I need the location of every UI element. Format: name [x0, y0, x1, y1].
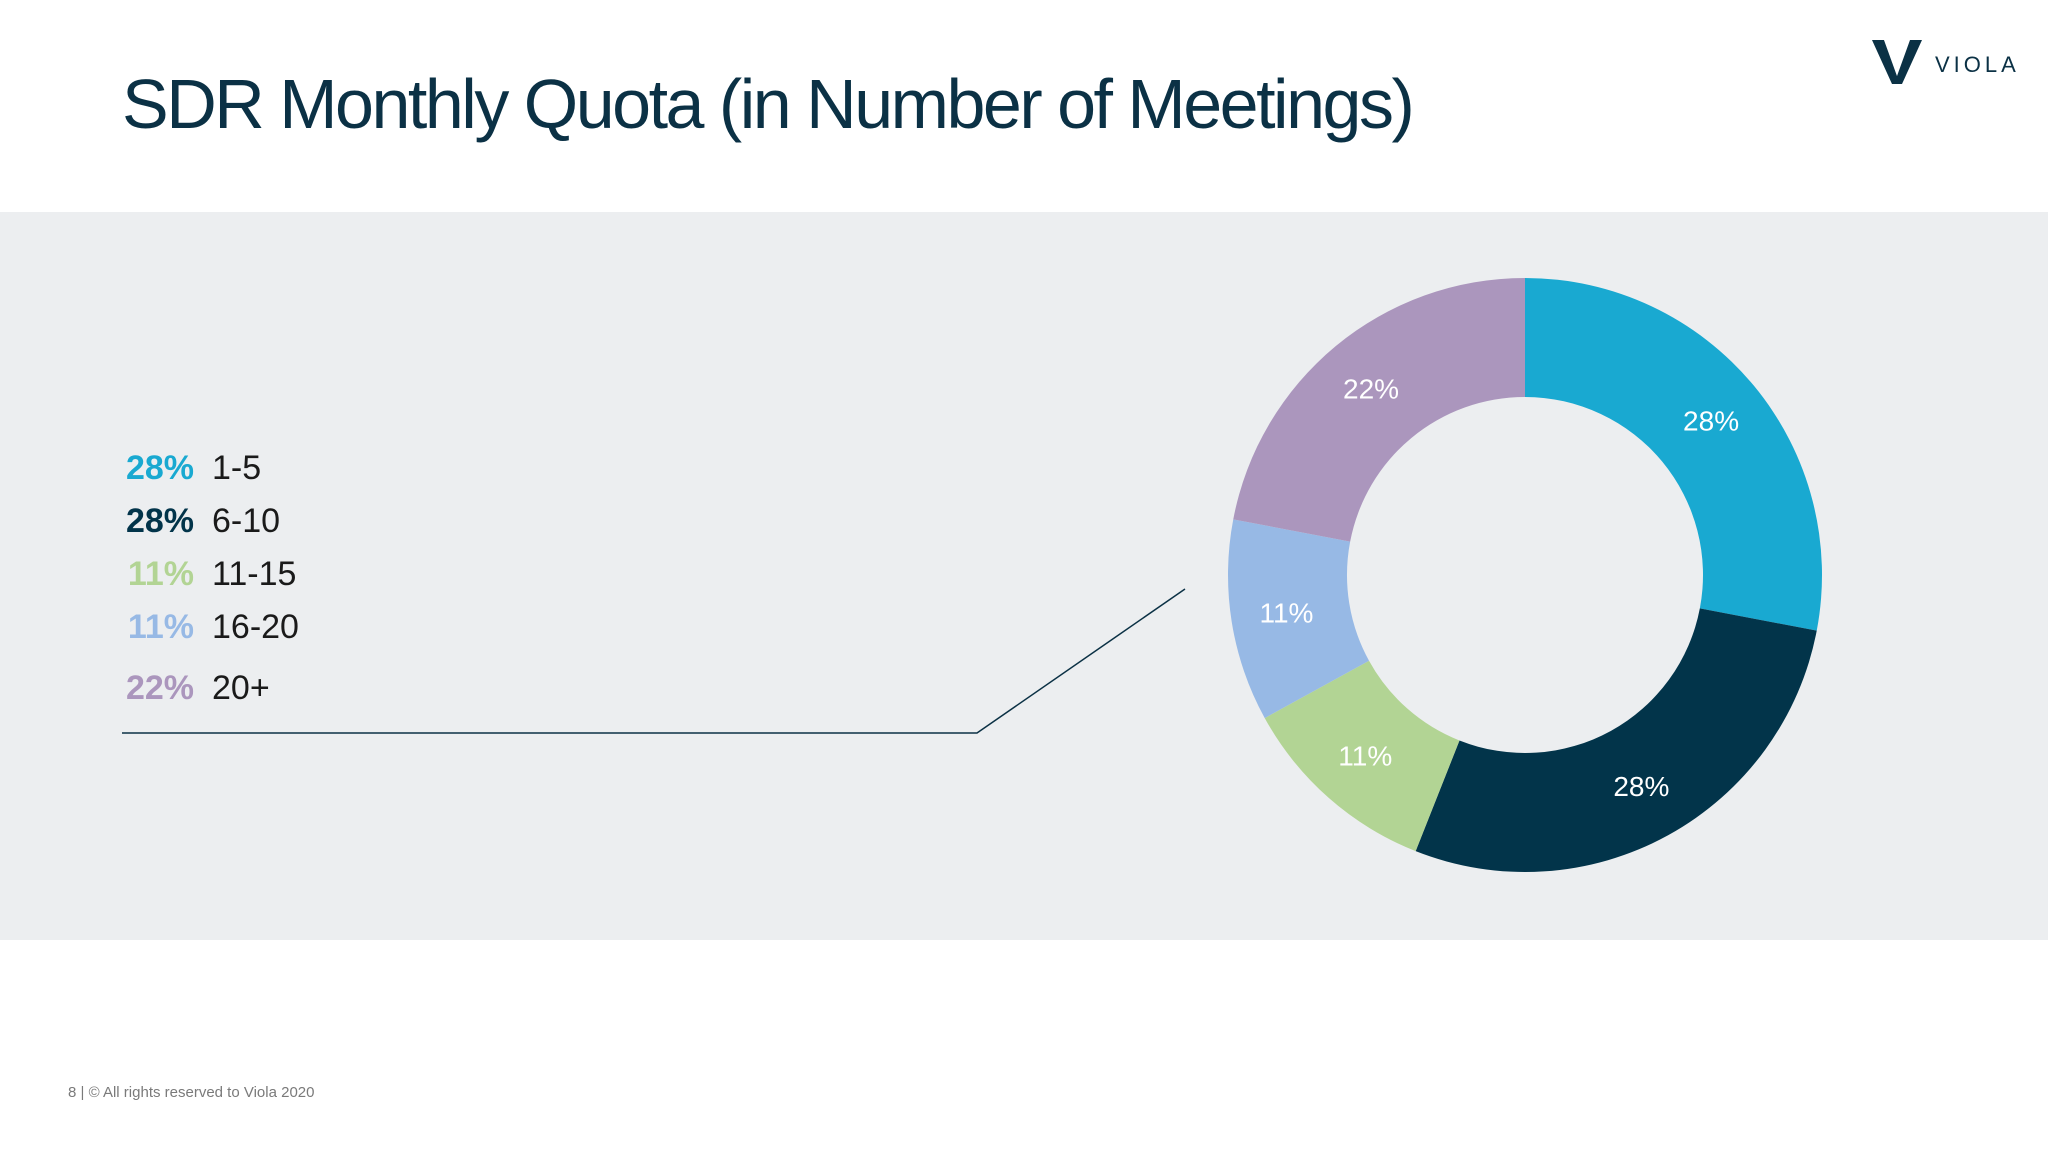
donut-slice-1-5	[1525, 278, 1822, 631]
legend-connector-line	[122, 588, 1186, 734]
legend-item: 28% 1-5	[120, 446, 261, 490]
logo-text: VIOLA	[1935, 52, 2020, 77]
legend-item: 11% 11-15	[120, 552, 297, 596]
viola-v-logo-icon	[1872, 40, 1922, 84]
legend-percent: 28%	[125, 501, 194, 540]
legend-item: 11% 16-20	[120, 605, 299, 649]
footer-copyright: 8 | © All rights reserved to Viola 2020	[68, 1084, 315, 1101]
legend-item: 22% 20+	[120, 666, 270, 710]
donut-slice-16-20	[1228, 519, 1370, 719]
page-title: SDR Monthly Quota (in Number of Meetings…	[122, 65, 1415, 143]
slice-data-label: 22%	[1343, 373, 1399, 404]
legend-range-label: 16-20	[212, 607, 299, 646]
slice-data-label: 28%	[1613, 771, 1669, 802]
legend-range-label: 1-5	[212, 448, 262, 487]
slice-data-label: 11%	[1338, 741, 1392, 772]
viola-logo: VIOLA	[1870, 32, 2020, 88]
legend-item: 28% 6-10	[120, 499, 280, 543]
donut-slice-6-10	[1415, 608, 1817, 872]
legend-percent: 11%	[127, 607, 194, 646]
donut-slice-11-15	[1264, 660, 1460, 852]
legend-percent: 11%	[127, 554, 194, 593]
slice-data-label: 28%	[1683, 406, 1739, 437]
legend-percent: 28%	[125, 448, 194, 487]
legend-range-label: 11-15	[212, 554, 297, 593]
slice-data-label: 11%	[1259, 597, 1313, 628]
legend-range-label: 20+	[212, 668, 270, 707]
legend-range-label: 6-10	[212, 501, 281, 540]
donut-slice-20plus	[1233, 278, 1525, 542]
legend-percent: 22%	[125, 668, 194, 707]
